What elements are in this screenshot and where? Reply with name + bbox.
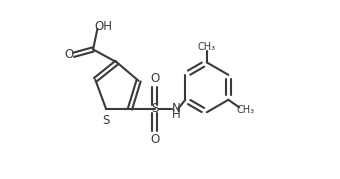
Text: CH₃: CH₃ (236, 105, 254, 115)
Text: CH₃: CH₃ (198, 42, 216, 52)
Text: O: O (150, 133, 159, 146)
Text: S: S (102, 114, 110, 127)
Text: N: N (171, 102, 180, 115)
Text: H: H (171, 108, 180, 121)
Text: OH: OH (95, 20, 113, 33)
Text: O: O (64, 48, 73, 61)
Text: S: S (151, 103, 158, 115)
Text: O: O (150, 72, 159, 85)
